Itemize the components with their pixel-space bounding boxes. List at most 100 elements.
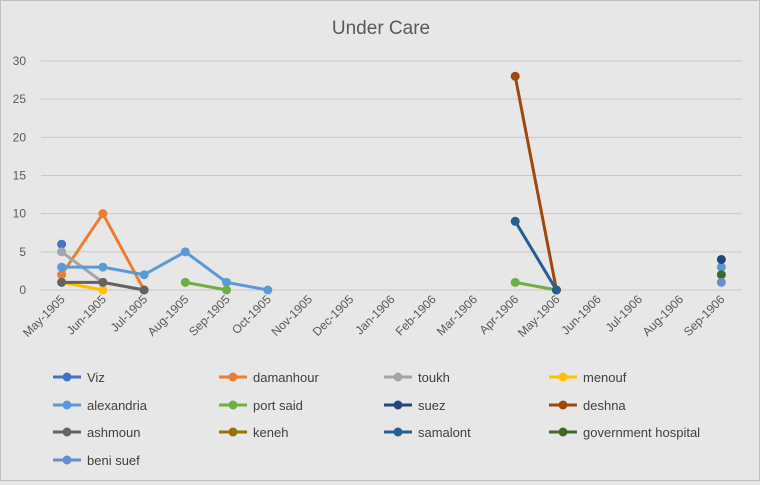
- x-tick-label: Sep-1905: [186, 292, 233, 339]
- legend-item-keneh: keneh: [219, 425, 288, 440]
- legend-point-marker: [62, 400, 72, 410]
- legend-item-damanhour: damanhour: [219, 370, 319, 385]
- legend-label: menouf: [583, 370, 627, 385]
- x-tick-label: Dec-1905: [310, 292, 357, 339]
- legend: Viz damanhour toukh menouf alexandria port sa…: [53, 370, 700, 468]
- legend-label: beni suef: [87, 453, 140, 468]
- legend-point-marker: [62, 427, 72, 437]
- x-tick-label: Mar-1906: [434, 292, 480, 338]
- legend-point-marker: [62, 372, 72, 382]
- gridlines: [41, 60, 742, 291]
- series-line-deshna: [513, 74, 558, 292]
- data-point-beni-suef: [716, 277, 726, 287]
- data-point-port-said: [510, 277, 520, 287]
- data-point-samalont: [551, 285, 561, 295]
- legend-label: ashmoun: [87, 425, 140, 440]
- x-tick-label: Aug-1905: [145, 292, 192, 339]
- y-tick-label: 10: [13, 207, 27, 221]
- legend-label: samalont: [418, 425, 471, 440]
- legend-item-suez: suez: [384, 398, 445, 413]
- x-axis-ticks: May-1905Jun-1905Jul-1905Aug-1905Sep-1905…: [20, 292, 728, 340]
- legend-point-marker: [393, 427, 403, 437]
- legend-item-ashmoun: ashmoun: [53, 425, 140, 440]
- series-line-port-said: [513, 280, 558, 292]
- legend-item-deshna: deshna: [549, 398, 626, 413]
- x-tick-label: Jul-1905: [108, 292, 151, 335]
- legend-label: Viz: [87, 370, 105, 385]
- series-line-ashmoun: [101, 280, 146, 292]
- data-point-government-hospital: [716, 270, 726, 280]
- legend-point-marker: [393, 372, 403, 382]
- legend-point-marker: [228, 427, 238, 437]
- y-tick-label: 15: [13, 169, 27, 183]
- legend-label: government hospital: [583, 425, 700, 440]
- legend-item-government-hospital: government hospital: [549, 425, 700, 440]
- series-line-damanhour: [101, 212, 146, 292]
- y-tick-label: 5: [19, 245, 26, 259]
- y-axis-ticks: 0 5 10 15 20 25 30: [13, 54, 27, 297]
- series-line-alexandria: [142, 250, 187, 277]
- series-line-damanhour: [60, 212, 105, 277]
- x-tick-label: May-1906: [515, 292, 563, 340]
- series-line-alexandria: [225, 280, 270, 292]
- y-tick-label: 25: [13, 92, 27, 106]
- data-point-alexandria: [263, 285, 273, 295]
- legend-item-alexandria: alexandria: [53, 398, 148, 413]
- legend-item-toukh: toukh: [384, 370, 450, 385]
- x-tick-label: Nov-1905: [268, 292, 315, 339]
- y-tick-label: 30: [13, 54, 27, 68]
- data-point-alexandria: [716, 262, 726, 272]
- data-point-alexandria: [57, 262, 67, 272]
- chart-title: Under Care: [332, 18, 430, 39]
- legend-label: toukh: [418, 370, 450, 385]
- legend-point-marker: [228, 400, 238, 410]
- series-line-alexandria: [183, 250, 229, 284]
- legend-label: deshna: [583, 398, 626, 413]
- x-tick-label: Aug-1906: [640, 292, 687, 339]
- legend-point-marker: [558, 372, 568, 382]
- legend-point-marker: [393, 400, 403, 410]
- data-point-toukh: [57, 247, 67, 257]
- x-tick-label: Jun-1905: [64, 292, 110, 338]
- data-point-samalont: [510, 216, 520, 226]
- data-point-damanhour: [57, 270, 67, 280]
- legend-label: suez: [418, 398, 445, 413]
- legend-item-samalont: samalont: [384, 425, 471, 440]
- data-point-alexandria: [98, 262, 108, 272]
- x-tick-label: Jul-1906: [603, 292, 646, 335]
- x-tick-label: Jan-1906: [352, 292, 398, 338]
- legend-item-port-said: port said: [219, 398, 303, 413]
- legend-point-marker: [558, 400, 568, 410]
- data-point-ashmoun: [57, 277, 67, 287]
- data-point-ashmoun: [98, 277, 108, 287]
- y-tick-label: 20: [13, 130, 27, 144]
- legend-label: port said: [253, 398, 303, 413]
- legend-label: keneh: [253, 425, 288, 440]
- data-point-port-said: [180, 277, 190, 287]
- series-lines: [60, 74, 558, 292]
- legend-label: alexandria: [87, 398, 148, 413]
- data-point-port-said: [222, 285, 232, 295]
- data-point-alexandria: [222, 277, 232, 287]
- legend-item-viz: Viz: [53, 370, 105, 385]
- legend-point-marker: [558, 427, 568, 437]
- x-tick-label: May-1905: [20, 292, 68, 340]
- series-line-port-said: [183, 280, 229, 292]
- data-point-alexandria: [180, 247, 190, 257]
- data-point-damanhour: [98, 209, 108, 219]
- x-tick-label: Sep-1906: [681, 292, 728, 339]
- series-points: [57, 71, 726, 295]
- y-tick-label: 0: [19, 283, 26, 297]
- data-point-menouf: [98, 285, 108, 295]
- series-line-samalont: [513, 219, 558, 292]
- data-point-ashmoun: [139, 285, 149, 295]
- legend-point-marker: [228, 372, 238, 382]
- data-point-viz: [57, 239, 67, 249]
- legend-point-marker: [62, 455, 72, 465]
- series-line-alexandria: [101, 265, 146, 277]
- data-point-suez: [716, 254, 726, 264]
- legend-label: damanhour: [253, 370, 319, 385]
- data-point-deshna: [510, 71, 520, 81]
